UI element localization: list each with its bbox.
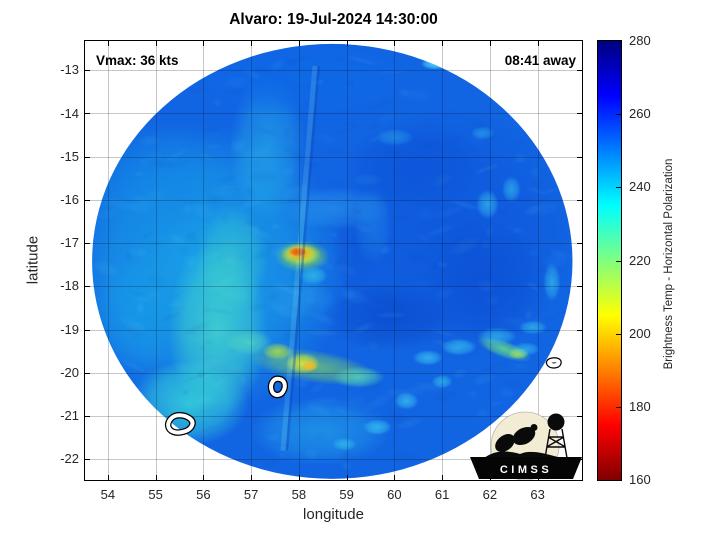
vmax-annotation: Vmax: 36 kts	[96, 53, 179, 68]
y-tick-label: -15	[60, 148, 79, 164]
y-tick-label: -16	[60, 191, 79, 207]
cimss-logo-text: CIMSS	[500, 464, 552, 476]
colorbar-tick-labels: 160 180 200 220 240 260 280	[629, 33, 669, 487]
colorbar-tick-label: 220	[629, 252, 651, 268]
colorbar-tick-label: 240	[629, 179, 651, 195]
x-tick-label: 63	[530, 487, 545, 502]
y-tick-label: -14	[60, 105, 79, 121]
colorbar-tick-label: 260	[629, 106, 651, 122]
time-offset-annotation: 08:41 away	[504, 53, 576, 68]
y-tick-label: -20	[60, 364, 79, 380]
colorbar-tick-label: 160	[629, 472, 651, 487]
x-tick-label: 59	[339, 487, 354, 502]
y-axis-ticks: -13 -14 -15 -16 -17 -18 -19 -20 -21 -22	[34, 40, 79, 481]
satellite-swath-image	[84, 40, 583, 481]
y-tick-label: -21	[60, 408, 79, 424]
x-axis-ticks: 54 55 56 57 58 59 60 61 62 63	[84, 487, 583, 503]
y-tick-label: -13	[60, 62, 79, 78]
x-tick-label: 55	[148, 487, 163, 502]
x-axis-label: longitude	[303, 506, 364, 523]
colorbar-tick-mark	[616, 406, 621, 408]
colorbar-tick-label: 200	[629, 325, 651, 341]
cimss-logo: CIMSS	[470, 411, 582, 480]
x-tick-label: 58	[291, 487, 307, 502]
colorbar-tick-mark	[616, 260, 621, 262]
colorbar-tick-mark	[616, 187, 621, 189]
y-tick-label: -22	[60, 451, 79, 467]
x-tick-label: 62	[482, 487, 498, 502]
x-tick-label: 61	[434, 487, 450, 502]
colorbar-tick-mark	[616, 114, 621, 116]
x-tick-label: 54	[100, 487, 116, 502]
x-tick-label: 56	[196, 487, 211, 502]
logo-banner	[470, 457, 582, 479]
plot-title: Alvaro: 19-Jul-2024 14:30:00	[229, 11, 438, 28]
colorbar-tick-mark	[616, 333, 621, 335]
plot-area: Vmax: 36 kts 08:41 away	[84, 40, 583, 481]
y-tick-label: -17	[60, 235, 79, 251]
water-tower-icon	[544, 413, 568, 459]
y-tick-label: -18	[60, 278, 79, 294]
colorbar-tick-label: 180	[629, 398, 651, 414]
x-tick-label: 57	[243, 487, 259, 502]
y-tick-label: -19	[60, 321, 79, 337]
x-tick-label: 60	[387, 487, 402, 502]
colorbar-tick-label: 280	[629, 33, 651, 48]
colorbar	[597, 40, 622, 481]
